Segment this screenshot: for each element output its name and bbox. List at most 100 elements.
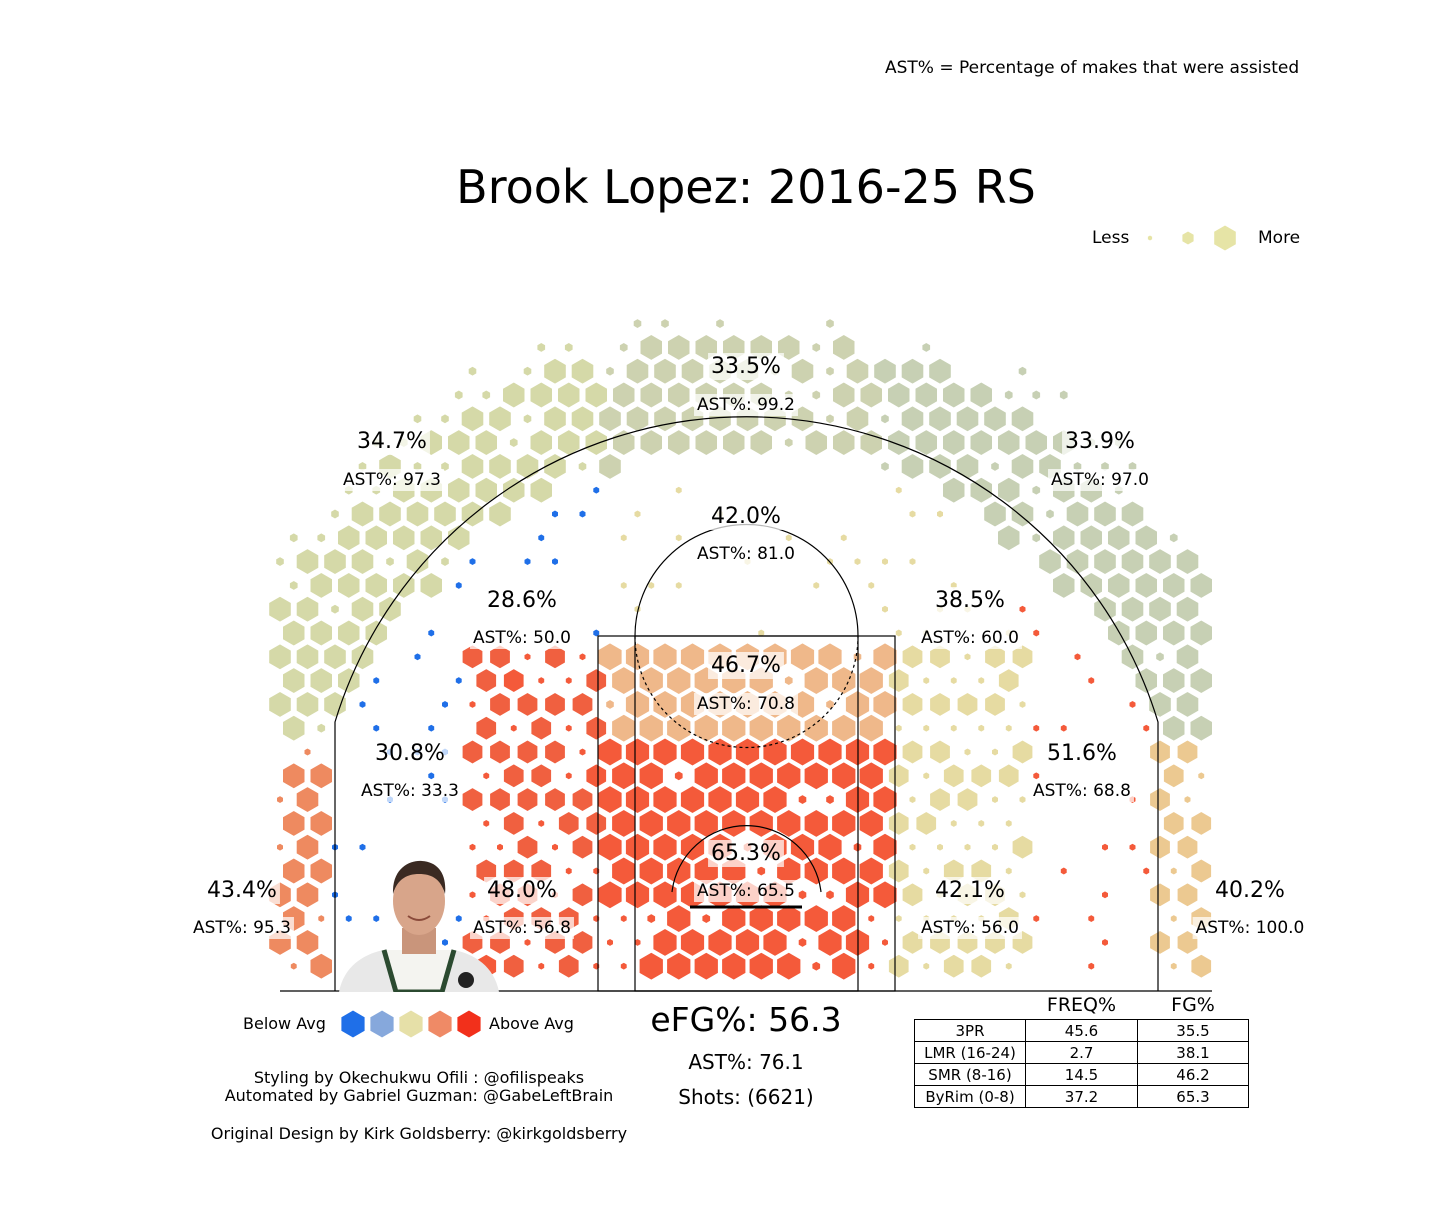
hex-bin bbox=[330, 603, 340, 615]
hex-bin bbox=[337, 619, 361, 647]
hex-bin bbox=[440, 556, 450, 568]
hex-bin bbox=[693, 808, 719, 838]
hex-bin bbox=[748, 904, 774, 934]
hex-bin bbox=[619, 961, 628, 971]
hex-bin bbox=[1031, 484, 1042, 496]
hex-bin bbox=[624, 689, 651, 719]
color-legend bbox=[340, 1009, 482, 1039]
hex-bin bbox=[530, 715, 553, 741]
hex-bin bbox=[597, 880, 623, 910]
free-throw-circle-dashed bbox=[634, 635, 859, 749]
hex-bin bbox=[1072, 460, 1083, 472]
hex-bin bbox=[372, 676, 381, 686]
hex-bin bbox=[309, 619, 333, 647]
hex-bin bbox=[419, 571, 443, 599]
hex-bin bbox=[984, 691, 1006, 717]
hex-bin bbox=[707, 785, 733, 815]
hex-bin bbox=[564, 866, 573, 876]
hex-bin bbox=[679, 785, 706, 815]
hex-bin bbox=[1065, 548, 1090, 576]
color-legend-hex bbox=[398, 1009, 424, 1039]
table-cell: LMR (16-24) bbox=[914, 1041, 1026, 1064]
hex-bin bbox=[991, 842, 999, 852]
hex-bin bbox=[1190, 858, 1213, 884]
hex-bin bbox=[956, 787, 979, 813]
color-legend-hex bbox=[456, 1009, 482, 1039]
hex-bin bbox=[942, 381, 966, 409]
hex-bin bbox=[872, 832, 898, 862]
hex-bin bbox=[873, 357, 897, 385]
hex-bin bbox=[832, 429, 856, 457]
hex-bin bbox=[1175, 643, 1200, 671]
zone-table-header: FG% bbox=[1171, 994, 1215, 1016]
zone-ast-label: AST%: 56.0 bbox=[921, 918, 1019, 938]
hex-bin bbox=[543, 357, 567, 385]
hex-bin bbox=[323, 690, 347, 718]
hex-bin bbox=[508, 437, 519, 449]
hex-bin bbox=[674, 485, 683, 495]
hex-bin bbox=[1189, 667, 1213, 695]
hex-bin bbox=[1148, 595, 1172, 623]
hex-bin bbox=[364, 524, 388, 552]
zone-label-bg bbox=[708, 652, 784, 679]
hex-bin bbox=[1134, 524, 1158, 552]
zone-table-header: FREQ% bbox=[1046, 994, 1117, 1016]
restricted-area bbox=[671, 825, 822, 893]
hex-bin bbox=[385, 556, 395, 568]
hex-bin bbox=[489, 739, 511, 765]
hex-bin bbox=[1045, 508, 1055, 520]
hex-bin bbox=[694, 429, 718, 457]
hex-bin bbox=[867, 914, 876, 924]
hex-bin bbox=[872, 785, 898, 815]
hex-bin bbox=[482, 771, 491, 781]
hex-bin bbox=[405, 500, 430, 528]
hex-bin bbox=[592, 961, 601, 971]
hex-bin bbox=[461, 787, 484, 813]
hex-bin bbox=[666, 951, 692, 981]
size-legend-more: More bbox=[1258, 228, 1301, 248]
hex-bin bbox=[633, 509, 642, 519]
hex-bin bbox=[337, 667, 361, 695]
hex-bin bbox=[901, 691, 924, 717]
hex-bin bbox=[652, 927, 678, 957]
hex-bin bbox=[578, 652, 587, 662]
hex-bin bbox=[839, 533, 848, 543]
hex-bin bbox=[1011, 644, 1034, 670]
hex-bin bbox=[748, 713, 774, 743]
zone-label-bg bbox=[708, 503, 784, 530]
color-legend-hex bbox=[340, 1009, 366, 1039]
hex-bin bbox=[592, 628, 601, 638]
hex-bin bbox=[282, 762, 306, 790]
hex-bin bbox=[1101, 890, 1109, 900]
hex-bin bbox=[1011, 739, 1034, 765]
hex-bin bbox=[1169, 961, 1178, 971]
hex-bin bbox=[522, 365, 533, 377]
hex-bin bbox=[901, 882, 924, 908]
hex-bin bbox=[537, 818, 546, 828]
hex-bin bbox=[358, 699, 367, 709]
hex-bin bbox=[1197, 771, 1206, 781]
hex-bin bbox=[921, 341, 932, 353]
zone-fg-label: 48.0% bbox=[487, 878, 557, 903]
hex-bin bbox=[564, 676, 573, 686]
hex-bin bbox=[557, 381, 581, 409]
hex-bin bbox=[447, 524, 471, 552]
hex-bin bbox=[970, 953, 993, 979]
chart-title: Brook Lopez: 2016-25 RS bbox=[456, 160, 1036, 214]
hex-bin bbox=[453, 389, 464, 401]
ast-note: AST% = Percentage of makes that were ass… bbox=[885, 58, 1300, 78]
hex-bin bbox=[523, 652, 532, 662]
hex-bin bbox=[887, 763, 910, 789]
hex-bin bbox=[715, 318, 725, 330]
hex-bin bbox=[419, 524, 443, 552]
hex-bin bbox=[295, 881, 320, 909]
hex-bin bbox=[817, 737, 843, 767]
hex-bin bbox=[1175, 690, 1200, 718]
hex-bin bbox=[475, 668, 498, 694]
hex-bin bbox=[1004, 961, 1013, 971]
hex-bin bbox=[721, 904, 747, 934]
hex-bin bbox=[1168, 532, 1179, 544]
hex-bin bbox=[872, 880, 898, 910]
credit-automation: Automated by Gabriel Guzman: @GabeLeftBr… bbox=[224, 1086, 614, 1105]
zone-label-bg bbox=[372, 740, 448, 767]
